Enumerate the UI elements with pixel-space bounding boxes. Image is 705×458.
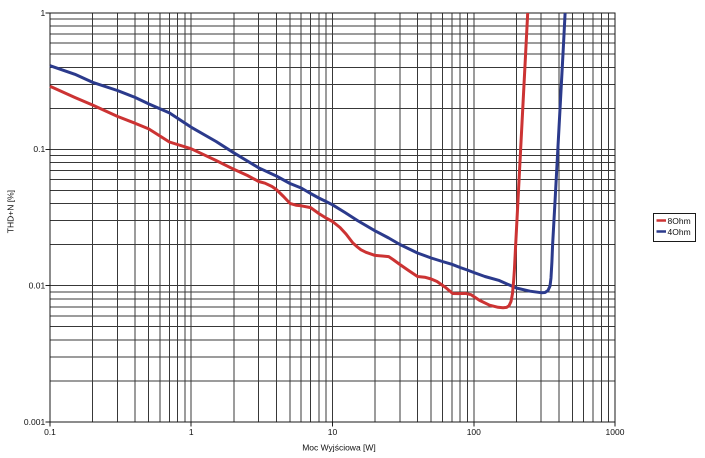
svg-text:1: 1 [40,8,45,18]
svg-text:0.1: 0.1 [33,144,45,154]
svg-text:1: 1 [189,427,194,437]
svg-text:100: 100 [467,427,481,437]
svg-text:8Ohm: 8Ohm [668,216,691,226]
svg-text:4Ohm: 4Ohm [668,227,691,237]
svg-text:Moc Wyjściowa [W]: Moc Wyjściowa [W] [302,443,376,453]
svg-text:1000: 1000 [606,427,625,437]
svg-text:THD+N [%]: THD+N [%] [6,190,16,233]
svg-text:0.001: 0.001 [24,417,46,427]
svg-text:0.01: 0.01 [29,281,46,291]
svg-text:0.1: 0.1 [44,427,56,437]
svg-text:10: 10 [328,427,338,437]
